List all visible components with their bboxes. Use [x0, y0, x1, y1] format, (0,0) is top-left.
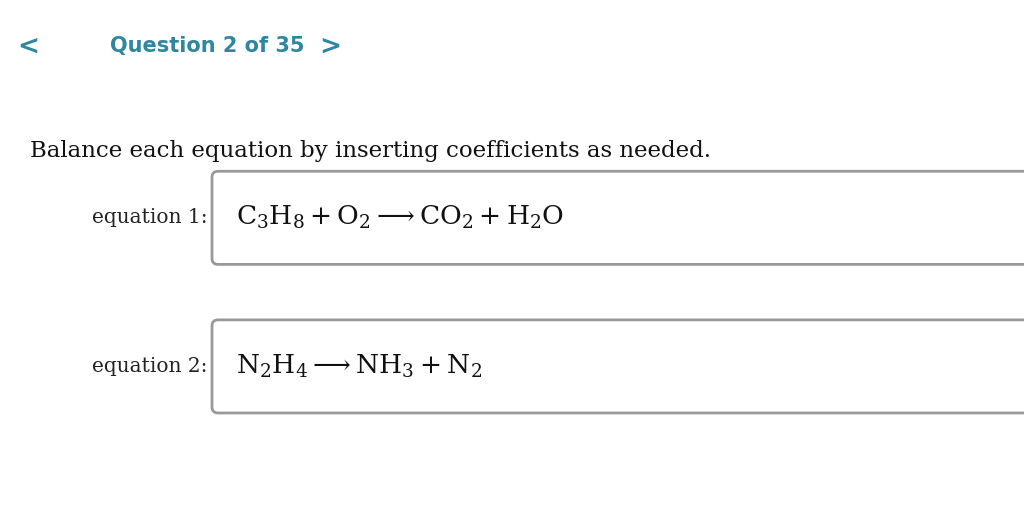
- FancyBboxPatch shape: [212, 171, 1024, 264]
- Text: <: <: [17, 34, 39, 59]
- Text: $\mathregular{N_2H_4 \longrightarrow NH_3 + N_2}$: $\mathregular{N_2H_4 \longrightarrow NH_…: [236, 353, 482, 380]
- Text: >: >: [319, 34, 341, 59]
- Text: equation 1:: equation 1:: [92, 208, 208, 228]
- FancyBboxPatch shape: [212, 320, 1024, 413]
- Text: $\mathregular{C_3H_8 + O_2 \longrightarrow CO_2 + H_2O}$: $\mathregular{C_3H_8 + O_2 \longrightarr…: [236, 204, 564, 232]
- Text: Balance each equation by inserting coefficients as needed.: Balance each equation by inserting coeff…: [30, 140, 711, 162]
- Text: equation 2:: equation 2:: [92, 357, 208, 376]
- Text: Question 2 of 35: Question 2 of 35: [110, 37, 304, 56]
